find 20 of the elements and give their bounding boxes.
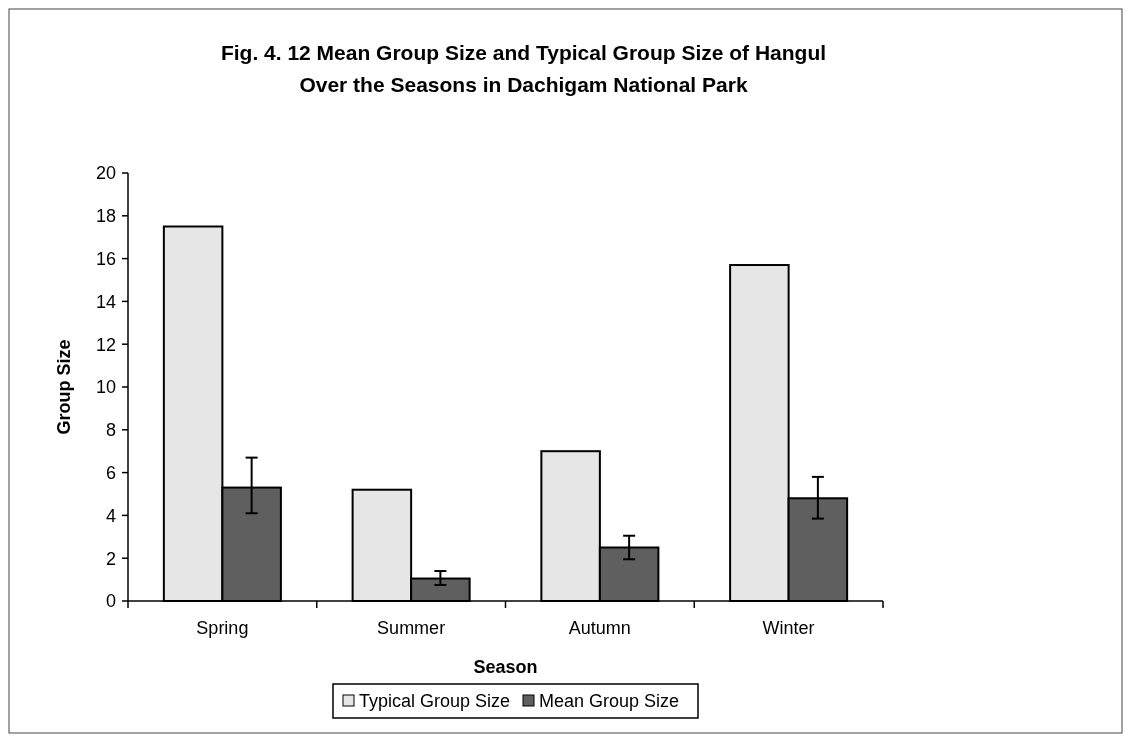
y-tick-label: 8 — [105, 420, 116, 441]
y-tick-label: 0 — [105, 591, 116, 612]
legend-label: Mean Group Size — [539, 691, 680, 711]
y-tick-label: 16 — [95, 248, 116, 269]
y-tick-label: 12 — [95, 334, 116, 355]
y-tick-label: 4 — [105, 505, 116, 526]
chart-title: Fig. 4. 12 Mean Group Size and Typical Group Size of Hangul Over the Seasons in Dachigam National Park — [220, 41, 827, 96]
legend-label: Typical Group Size — [359, 691, 511, 711]
y-tick-label: 14 — [95, 291, 116, 312]
x-tick-label: Winter — [762, 618, 815, 638]
y-tick-label: 20 — [95, 163, 116, 184]
x-tick-label: Spring — [196, 618, 249, 638]
y-tick-label: 2 — [105, 548, 116, 569]
y-axis-title: Group Size — [54, 339, 74, 435]
x-tick-label: Summer — [377, 618, 446, 638]
y-tick-label: 6 — [105, 462, 116, 483]
y-tick-label: 10 — [95, 377, 116, 398]
x-tick-label: Autumn — [568, 618, 631, 638]
y-tick-label: 18 — [95, 206, 116, 227]
x-axis-title: Season — [473, 657, 538, 677]
